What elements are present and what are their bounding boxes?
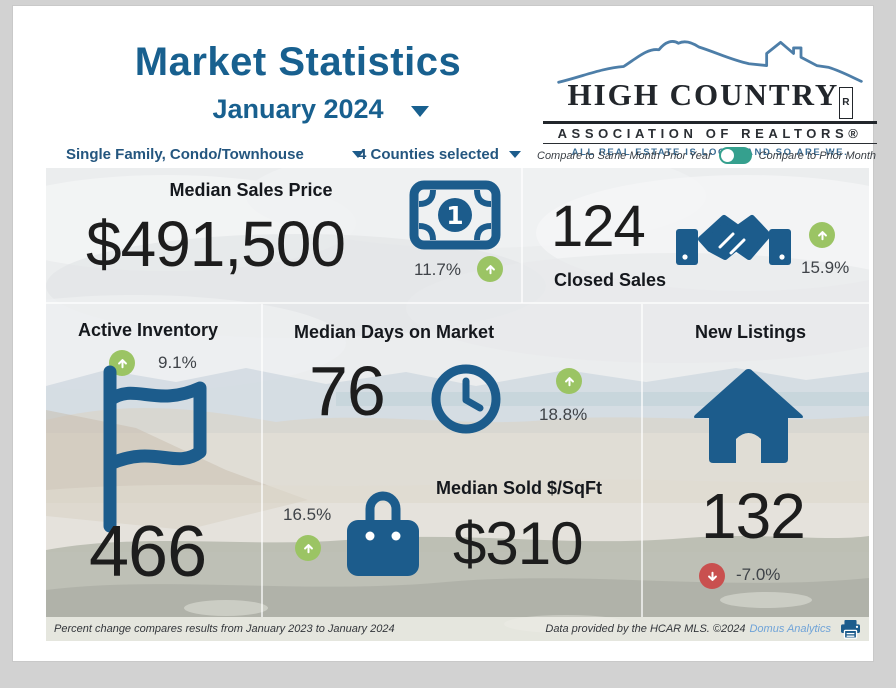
property-type-dropdown[interactable]: Single Family, Condo/Townhouse	[66, 146, 364, 163]
credit-text: Data provided by the HCAR MLS. ©2024	[545, 623, 746, 635]
active-inventory-value: 466	[89, 512, 207, 592]
median-sales-price-change: 11.7%	[414, 260, 461, 279]
new-listings-change: -7.0%	[736, 565, 781, 584]
median-days-change: 18.8%	[539, 405, 588, 424]
panel-footer: Percent change compares results from Jan…	[46, 617, 869, 641]
median-sold-sqft-value: $310	[453, 510, 583, 577]
counties-value: 4 Counties selected	[358, 146, 499, 163]
logo-divider	[543, 121, 877, 124]
handshake-icon	[676, 215, 791, 265]
dropdown-caret-icon	[508, 150, 521, 158]
domus-analytics-link[interactable]: Domus Analytics	[749, 623, 831, 635]
data-credit: Data provided by the HCAR MLS. ©2024 Domu…	[545, 617, 831, 641]
median-sold-sqft-change: 16.5%	[283, 505, 332, 524]
closed-sales-value: 124	[551, 194, 646, 259]
printer-icon[interactable]	[840, 620, 861, 639]
comparison-note: Percent change compares results from Jan…	[54, 623, 395, 635]
hcar-logo: HIGH COUNTRY R ASSOCIATION OF REALTORS® A…	[539, 34, 881, 158]
svg-text:1: 1	[446, 201, 463, 230]
median-sales-price-label: Median Sales Price	[169, 180, 333, 200]
house-icon	[693, 369, 804, 463]
dollar-bill-icon: 1	[409, 180, 501, 250]
logo-divider	[543, 142, 877, 144]
property-type-value: Single Family, Condo/Townhouse	[66, 146, 304, 163]
new-listings-label: New Listings	[695, 322, 807, 342]
bag-icon	[347, 491, 419, 576]
down-arrow-badge	[699, 563, 725, 589]
flag-icon	[103, 365, 207, 533]
median-days-value: 76	[309, 352, 386, 430]
report-page: Market Statistics January 2024 HIGH COUN…	[12, 5, 877, 662]
stats-panel: Median Sales Price $491,500 1 11.7% 124 …	[46, 168, 869, 641]
median-sold-sqft-label: Median Sold $/SqFt	[436, 478, 603, 498]
toggle-right-label: Compare to Prior Month	[758, 149, 877, 162]
active-inventory-label: Active Inventory	[78, 320, 219, 340]
dropdown-caret-icon	[351, 150, 364, 158]
period-dropdown-caret-icon[interactable]	[411, 106, 429, 117]
filter-bar: Single Family, Condo/Townhouse 4 Countie…	[13, 143, 877, 169]
up-arrow-badge	[809, 222, 835, 248]
up-arrow-badge	[477, 256, 503, 282]
up-arrow-badge	[295, 535, 321, 561]
mountain-ridge-icon	[557, 40, 863, 84]
panel-divider	[46, 302, 869, 304]
median-sales-price-value: $491,500	[86, 208, 346, 280]
logo-tagline: ALL REAL ESTATE IS LOCAL AND SO ARE WE.	[571, 147, 849, 158]
clock-icon	[431, 364, 501, 434]
active-inventory-change: 9.1%	[158, 353, 197, 372]
page-title: Market Statistics	[134, 40, 462, 84]
toggle-left-label: Compare to Same Month Prior Year	[537, 149, 712, 162]
period-selector-value[interactable]: January 2024	[212, 94, 384, 124]
counties-dropdown[interactable]: 4 Counties selected	[358, 146, 521, 163]
panel-divider	[641, 304, 643, 617]
toggle-knob	[720, 149, 734, 162]
logo-name: HIGH COUNTRY	[567, 77, 840, 112]
new-listings-value: 132	[701, 480, 806, 552]
closed-sales-change: 15.9%	[801, 258, 850, 277]
logo-subtitle: ASSOCIATION OF REALTORS®	[557, 125, 863, 141]
panel-divider	[261, 304, 263, 617]
panel-divider	[521, 168, 523, 303]
median-days-label: Median Days on Market	[294, 322, 495, 342]
compare-mode-toggle[interactable]	[718, 147, 752, 164]
closed-sales-label: Closed Sales	[554, 270, 667, 290]
up-arrow-badge	[556, 368, 582, 394]
registered-mark: R	[839, 87, 853, 119]
